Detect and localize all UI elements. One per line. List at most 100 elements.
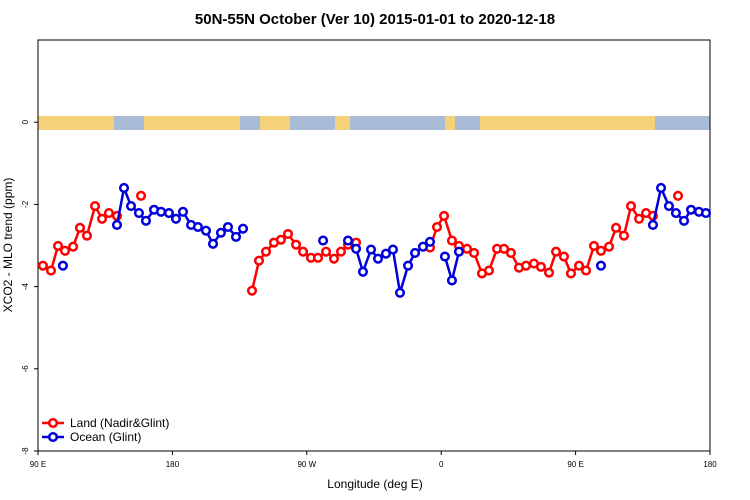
data-point — [438, 210, 450, 221]
data-point — [380, 248, 391, 259]
data-point — [321, 246, 332, 257]
x-axis-label: Longitude (deg E) — [327, 477, 422, 491]
series-line — [115, 183, 707, 294]
data-point — [565, 268, 577, 279]
data-point — [647, 219, 659, 230]
x-tick-label: 90 E — [567, 460, 583, 469]
data-point — [453, 246, 465, 257]
data-point — [461, 243, 473, 254]
data-point — [588, 240, 600, 251]
data-point — [543, 267, 555, 278]
data-point — [357, 266, 368, 277]
data-point — [595, 245, 607, 256]
data-point — [230, 231, 242, 242]
data-point — [282, 228, 294, 240]
data-point — [469, 247, 480, 258]
x-tick-label: 180 — [166, 460, 180, 469]
data-point — [215, 227, 226, 238]
y-tick-label: -8 — [21, 447, 30, 455]
data-point — [439, 251, 450, 262]
data-point — [111, 219, 123, 230]
data-point — [290, 239, 302, 250]
data-point — [372, 253, 384, 264]
data-point — [611, 222, 622, 233]
plot-frame — [37, 39, 711, 452]
data-point — [550, 246, 562, 257]
data-point — [634, 213, 645, 224]
data-point — [672, 190, 684, 201]
data-point — [446, 235, 458, 246]
data-point — [237, 223, 249, 234]
data-point — [581, 265, 592, 276]
data-point — [685, 204, 697, 215]
legend-label: Ocean (Glint) — [70, 430, 141, 444]
map-strip — [38, 116, 710, 130]
data-point — [573, 260, 585, 271]
data-point — [410, 247, 421, 258]
data-point — [118, 182, 130, 194]
data-point — [505, 247, 516, 258]
data-point — [37, 260, 48, 271]
y-axis-label: XCO2 - MLO trend (ppm) — [1, 178, 15, 313]
data-point — [298, 246, 309, 257]
data-point — [135, 190, 147, 201]
data-point — [670, 207, 682, 219]
chart-title: 50N-55N October (Ver 10) 2015-01-01 to 2… — [195, 11, 555, 28]
data-point — [618, 230, 630, 241]
data-point — [57, 260, 68, 271]
y-tick-label: -6 — [21, 365, 30, 373]
data-point — [140, 215, 152, 226]
x-tick-label: 0 — [439, 460, 444, 469]
data-point — [387, 244, 399, 255]
y-tick-label: 0 — [21, 119, 30, 124]
data-point — [499, 243, 510, 254]
y-tick-label: -2 — [21, 200, 30, 208]
data-point — [170, 213, 182, 224]
data-point — [125, 200, 137, 212]
data-point — [200, 225, 212, 236]
data-point — [81, 230, 93, 241]
data-point — [312, 252, 324, 263]
data-point — [207, 238, 219, 249]
data-point — [177, 206, 189, 217]
data-point — [700, 207, 712, 219]
data-point — [402, 260, 414, 271]
data-point — [74, 222, 86, 233]
data-point — [59, 245, 71, 256]
data-point — [655, 182, 667, 194]
data-point — [483, 265, 495, 276]
x-tick-label: 90 W — [297, 460, 316, 469]
x-tick-label: 90 E — [30, 460, 46, 469]
data-point — [260, 246, 272, 257]
data-point — [318, 235, 329, 246]
data-point — [365, 244, 377, 255]
data-point — [431, 221, 443, 233]
data-point — [163, 207, 175, 219]
data-point — [103, 207, 114, 219]
y-tick-label: -4 — [21, 282, 30, 290]
x-tick-label: 180 — [703, 460, 717, 469]
data-point — [192, 221, 203, 233]
data-point — [663, 200, 674, 212]
data-point — [446, 275, 458, 286]
data-point — [328, 253, 340, 264]
data-point — [68, 241, 79, 252]
data-point — [222, 221, 234, 233]
data-point — [625, 200, 637, 212]
data-point — [558, 251, 570, 262]
data-point — [275, 234, 287, 245]
data-point — [342, 235, 354, 246]
data-point — [417, 241, 429, 252]
data-point — [535, 261, 547, 272]
data-point — [97, 213, 108, 224]
data-point — [351, 243, 362, 254]
legend-label: Land (Nadir&Glint) — [70, 416, 169, 430]
data-point — [246, 285, 258, 296]
data-point — [520, 260, 532, 271]
data-point — [253, 255, 265, 266]
data-point — [595, 260, 607, 271]
data-point — [394, 287, 406, 298]
data-point — [678, 215, 690, 226]
data-point — [52, 240, 64, 251]
